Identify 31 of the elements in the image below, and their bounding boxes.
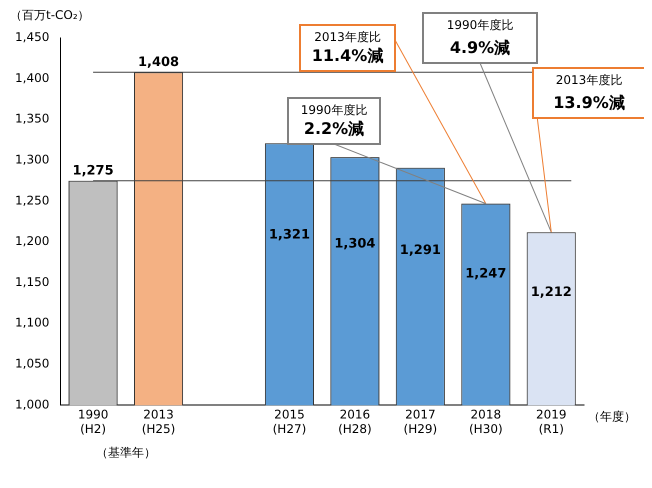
- y-tick-label: 1,150: [14, 274, 50, 289]
- y-tick-label: 1,400: [14, 70, 50, 85]
- y-tick-label: 1,300: [14, 152, 50, 167]
- y-tick-label: 1,100: [14, 316, 50, 330]
- annotation: 1990年度比 2.2%減: [300, 103, 368, 138]
- y-tick-label: 1,000: [14, 397, 50, 412]
- x-tick-label: 2019 (R1): [536, 408, 567, 436]
- data-label: 1,275: [72, 164, 114, 179]
- data-label: 1,321: [268, 227, 310, 242]
- text: （年度）: [588, 409, 636, 424]
- x-tick-label: 1990 (H2): [78, 408, 108, 436]
- annotation: 2013年度比 13.9%減: [553, 73, 625, 112]
- x-tick-label: 2017 (H29): [404, 408, 438, 436]
- text: （基準年）: [96, 445, 156, 460]
- data-label: 1,408: [138, 55, 180, 70]
- y-tick-label: 1,250: [14, 193, 50, 208]
- x-tick-label: 2018 (H30): [468, 408, 503, 436]
- data-label: 1,291: [400, 243, 441, 258]
- data-label: 1,304: [334, 236, 376, 252]
- y-tick-label: 1,050: [14, 356, 50, 371]
- annotation: 1990年度比 4.9%減: [446, 18, 514, 58]
- y-axis-title: （百万t-CO₂）: [10, 8, 90, 22]
- y-tick-label: 1,200: [14, 234, 50, 248]
- y-tick-label: 1,450: [14, 30, 50, 44]
- x-tick-label: 2016 (H28): [338, 408, 372, 436]
- annotation: 2013年度比 11.4%減: [312, 30, 384, 66]
- data-label: 1,212: [530, 285, 572, 300]
- x-tick-label: 2013 (H25): [142, 408, 176, 436]
- data-label: 1,247: [465, 266, 506, 282]
- x-tick-label: 2015 (H27): [272, 408, 306, 436]
- y-tick-label: 1,350: [14, 112, 50, 126]
